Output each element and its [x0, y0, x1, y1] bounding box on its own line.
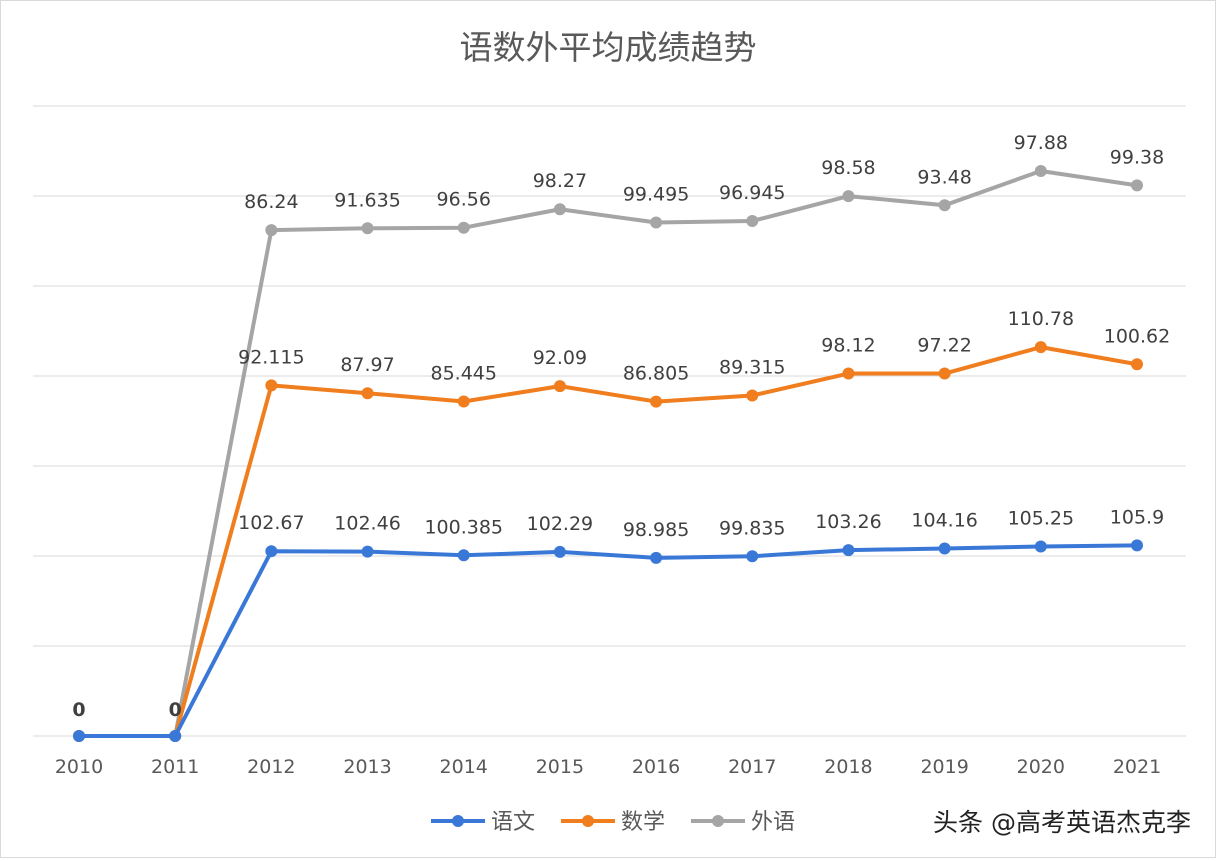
- data-point: [553, 380, 566, 393]
- data-point: [650, 551, 663, 564]
- data-label: 99.495: [623, 183, 689, 205]
- data-point: [746, 389, 759, 402]
- data-point: [553, 545, 566, 558]
- data-point: [746, 215, 759, 228]
- legend-label: 外语: [751, 810, 795, 835]
- data-point: [938, 199, 951, 212]
- data-point: [938, 367, 951, 380]
- data-point: [650, 216, 663, 229]
- x-tick-label: 2015: [536, 756, 584, 778]
- data-point: [361, 545, 374, 558]
- data-label: 86.24: [244, 191, 298, 213]
- data-label: 92.115: [238, 346, 304, 368]
- x-tick-label: 2011: [151, 756, 199, 778]
- legend-marker: [452, 815, 464, 827]
- data-point: [553, 203, 566, 216]
- x-tick-label: 2021: [1113, 756, 1161, 778]
- data-labels: 0 0 102.67 102.46 100.385 102.29 98.985 99.835 1…: [72, 132, 1170, 721]
- data-label: 96.945: [719, 182, 785, 204]
- data-point: [73, 730, 85, 742]
- data-point: [842, 190, 855, 203]
- data-label: 103.26: [815, 511, 881, 533]
- x-tick-label: 2013: [343, 756, 391, 778]
- data-label: 0: [169, 699, 182, 721]
- data-point: [1131, 179, 1143, 192]
- legend-item-数学: 数学: [561, 810, 665, 835]
- data-label: 98.58: [821, 157, 875, 179]
- x-tick-label: 2016: [632, 756, 680, 778]
- x-tick-label: 2012: [247, 756, 295, 778]
- series-lines: [73, 164, 1143, 742]
- data-label: 102.29: [527, 513, 593, 535]
- data-label: 91.635: [334, 189, 400, 211]
- watermark: 头条 @高考英语杰克李: [933, 808, 1191, 837]
- gridlines: [33, 105, 1186, 737]
- legend-item-语文: 语文: [431, 810, 535, 835]
- x-tick-label: 2019: [920, 756, 968, 778]
- data-point: [457, 549, 470, 562]
- data-point: [1034, 341, 1047, 354]
- data-label: 93.48: [917, 166, 971, 188]
- data-point: [361, 222, 374, 235]
- x-tick-label: 2018: [824, 756, 872, 778]
- data-label: 0: [72, 699, 85, 721]
- data-label: 104.16: [911, 510, 977, 532]
- data-label: 99.38: [1110, 146, 1164, 168]
- data-point: [842, 367, 855, 380]
- data-point: [650, 395, 663, 408]
- data-point: [1034, 164, 1047, 177]
- data-label: 92.09: [533, 347, 587, 369]
- data-label: 87.97: [340, 354, 394, 376]
- legend-item-外语: 外语: [691, 810, 795, 835]
- data-label: 98.12: [821, 335, 875, 357]
- x-tick-label: 2017: [728, 756, 776, 778]
- legend: 语文 数学 外语: [431, 810, 795, 835]
- data-point: [1034, 540, 1047, 553]
- data-label: 98.985: [623, 519, 689, 541]
- data-label: 100.62: [1104, 325, 1170, 347]
- x-tick-label: 2010: [55, 756, 103, 778]
- x-tick-label: 2014: [440, 756, 488, 778]
- series-line-语文: [79, 543, 1138, 738]
- data-label: 102.46: [334, 513, 400, 535]
- series-line-外语: [79, 168, 1138, 738]
- legend-marker: [582, 815, 594, 827]
- data-label: 97.88: [1014, 132, 1068, 154]
- x-tick-label: 2020: [1017, 756, 1065, 778]
- chart-title: 语数外平均成绩趋势: [460, 28, 757, 67]
- legend-marker: [712, 815, 724, 827]
- data-point: [746, 550, 759, 563]
- series-line-数学: [79, 345, 1138, 738]
- x-axis-ticks: 2010 2011 2012 2013 2014 2015 2016 2017 2018 2019…: [55, 756, 1161, 778]
- data-point: [457, 221, 470, 234]
- legend-label: 语文: [491, 810, 535, 835]
- data-label: 105.25: [1008, 508, 1074, 530]
- data-label: 86.805: [623, 363, 689, 385]
- data-label: 96.56: [437, 189, 491, 211]
- data-label: 89.315: [719, 357, 785, 379]
- legend-label: 数学: [621, 810, 665, 835]
- data-label: 99.835: [719, 517, 785, 539]
- data-label: 102.67: [238, 512, 304, 534]
- data-point: [169, 730, 182, 742]
- data-label: 100.385: [424, 516, 503, 538]
- data-label: 97.22: [917, 335, 971, 357]
- data-point: [1131, 539, 1143, 552]
- data-point: [457, 395, 470, 408]
- data-label: 105.9: [1110, 506, 1164, 528]
- data-point: [361, 387, 374, 400]
- data-point: [938, 542, 951, 555]
- data-point: [842, 544, 855, 557]
- data-point: [1131, 358, 1143, 371]
- data-point: [265, 379, 278, 392]
- data-point: [265, 224, 278, 237]
- data-label: 98.27: [533, 170, 587, 192]
- data-label: 85.445: [430, 363, 496, 385]
- data-label: 110.78: [1008, 308, 1074, 330]
- data-point: [265, 545, 278, 558]
